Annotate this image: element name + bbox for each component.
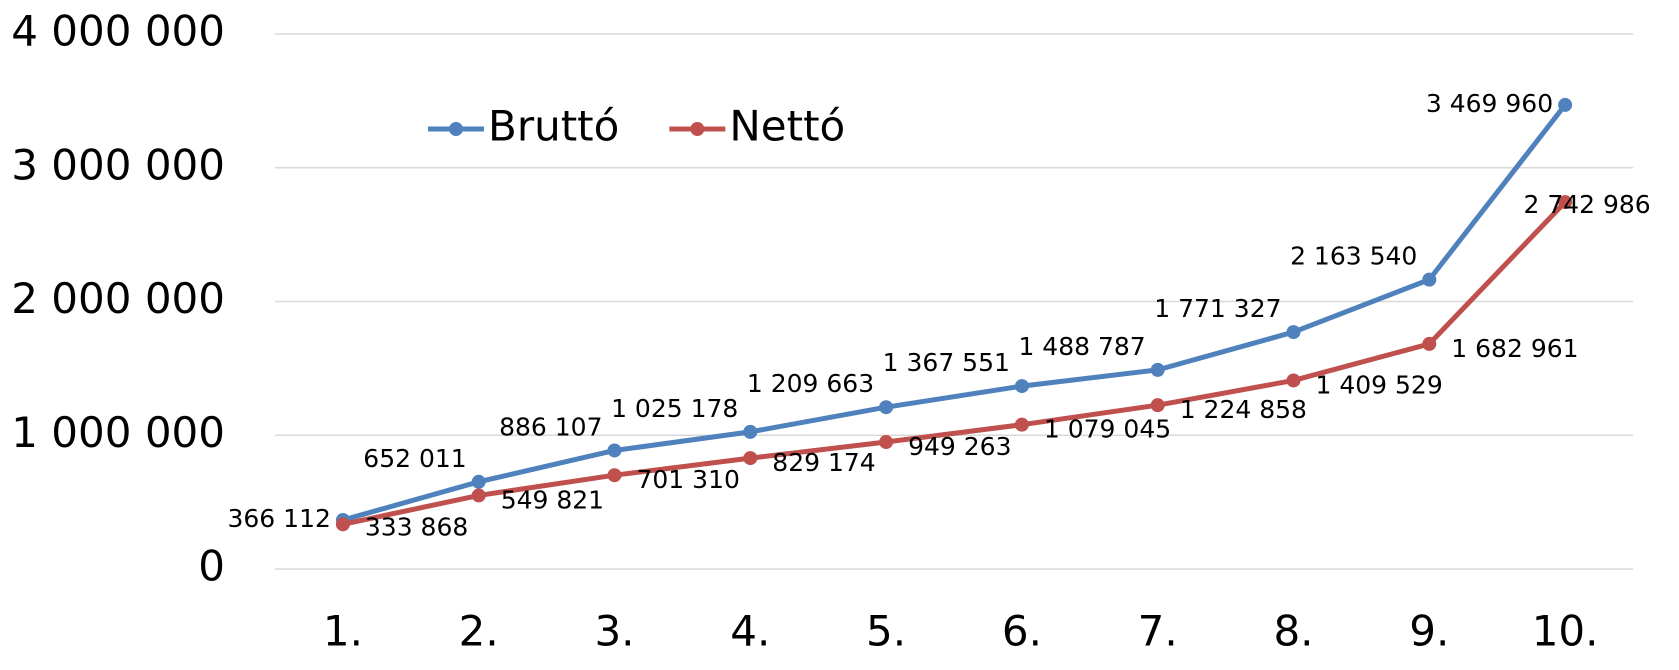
y-tick-label: 0 — [198, 542, 225, 591]
legend-label: Bruttó — [488, 102, 619, 151]
data-label: 366 112 — [228, 504, 331, 533]
x-tick-label: 2. — [459, 607, 499, 656]
data-point — [471, 474, 486, 489]
data-point — [1286, 373, 1301, 388]
x-tick-label: 7. — [1138, 607, 1178, 656]
y-tick-label: 3 000 000 — [11, 140, 225, 189]
data-label: 549 821 — [501, 485, 604, 514]
data-label: 829 174 — [772, 448, 875, 477]
data-point — [743, 451, 758, 466]
data-point — [1558, 97, 1573, 112]
data-point — [1422, 272, 1437, 287]
legend-label: Nettó — [729, 102, 845, 151]
x-tick-label: 1. — [323, 607, 363, 656]
data-point — [1150, 362, 1165, 377]
data-point — [1558, 195, 1573, 210]
legend-marker — [690, 122, 705, 136]
x-tick-label: 5. — [866, 607, 906, 656]
data-label: 1 025 178 — [611, 394, 738, 423]
data-point — [607, 468, 622, 483]
y-tick-label: 1 000 000 — [11, 408, 225, 457]
data-label: 701 310 — [637, 465, 740, 494]
data-label: 1 488 787 — [1018, 332, 1145, 361]
x-tick-label: 8. — [1273, 607, 1313, 656]
data-label: 1 409 529 — [1316, 370, 1443, 399]
data-point — [743, 424, 758, 439]
legend-marker — [449, 122, 463, 136]
data-label: 1 771 327 — [1154, 294, 1281, 323]
x-tick-label: 10. — [1532, 607, 1599, 656]
data-point — [879, 400, 894, 415]
data-label: 3 469 960 — [1426, 89, 1553, 118]
data-label: 652 011 — [363, 444, 466, 473]
data-point — [1014, 379, 1029, 394]
data-label: 949 263 — [908, 432, 1011, 461]
data-point — [607, 443, 622, 458]
x-tick-label: 4. — [730, 607, 770, 656]
y-tick-label: 4 000 000 — [11, 7, 225, 56]
x-tick-label: 9. — [1409, 607, 1449, 656]
data-label: 886 107 — [499, 412, 602, 441]
data-point — [1286, 325, 1301, 340]
data-label: 1 079 045 — [1044, 415, 1171, 444]
data-point — [879, 435, 894, 450]
data-point — [471, 488, 486, 503]
x-tick-label: 6. — [1002, 607, 1042, 656]
data-point — [1014, 417, 1029, 432]
data-label: 1 682 961 — [1451, 334, 1578, 363]
series-line — [342, 103, 1568, 523]
y-tick-label: 2 000 000 — [11, 274, 225, 323]
data-point — [335, 517, 350, 532]
series-line — [342, 200, 1567, 527]
data-point — [1150, 398, 1165, 413]
data-point — [1422, 336, 1437, 351]
data-label: 1 367 551 — [883, 348, 1010, 377]
data-label: 333 868 — [365, 512, 468, 541]
data-label: 1 224 858 — [1180, 395, 1307, 424]
data-label: 1 209 663 — [747, 369, 874, 398]
data-label: 2 163 540 — [1290, 242, 1417, 271]
x-tick-label: 3. — [594, 607, 634, 656]
data-label: 2 742 986 — [1523, 190, 1650, 219]
